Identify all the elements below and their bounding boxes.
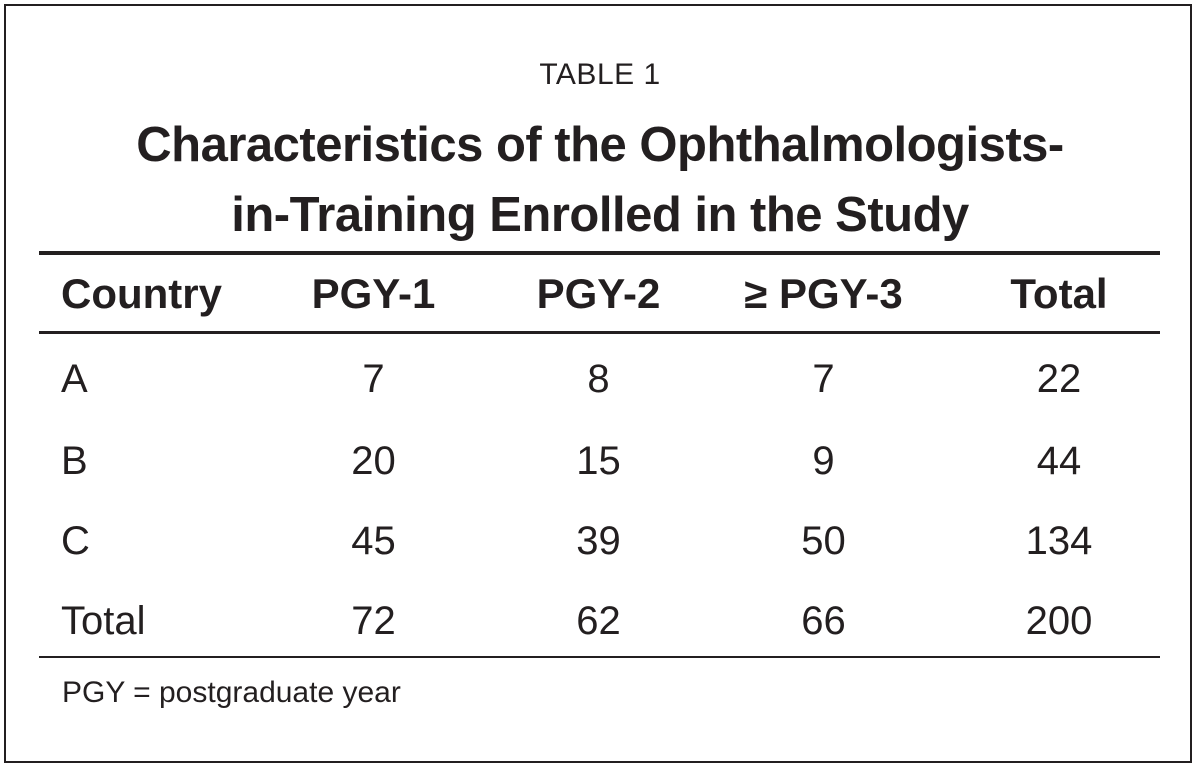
table-row: C 45 39 50 134 [39,501,1182,581]
top-rule [39,251,1160,255]
cell-pgy1: 7 [362,356,385,401]
cell-pgy2: 8 [587,356,610,401]
bottom-rule [39,656,1160,658]
cell-country: C [61,518,90,563]
column-header-country: Country [61,270,222,317]
cell-pgy2: 62 [576,598,621,643]
title-line-1: Characteristics of the Ophthalmologists- [136,118,1064,172]
table-row: A 7 8 7 22 [39,337,1182,421]
cell-pgy2: 15 [576,438,621,483]
column-header-total: Total [1010,270,1108,317]
cell-pgy3-plus: 7 [812,356,835,401]
title-line-2: in-Training Enrolled in the Study [231,188,969,242]
column-header-pgy3-plus: ≥ PGY-3 [744,270,903,317]
header-rule [39,331,1160,334]
cell-pgy3-plus: 9 [812,438,835,483]
cell-pgy1: 20 [351,438,396,483]
column-header-pgy2: PGY-2 [536,270,661,317]
data-table: Country PGY-1 PGY-2 ≥ PGY-3 Total A 7 8 … [39,255,1182,661]
cell-pgy3-plus: 50 [801,518,846,563]
header-row: Country PGY-1 PGY-2 ≥ PGY-3 Total [39,255,1182,333]
cell-pgy1: 45 [351,518,396,563]
column-header-pgy1: PGY-1 [311,270,436,317]
cell-total: 22 [1036,356,1082,401]
table-frame [4,4,1192,763]
table-title: Characteristics of the Ophthalmologists-… [0,110,1200,250]
cell-country: A [61,356,88,401]
cell-pgy1: 72 [351,598,396,643]
table-row-total: Total 72 62 66 200 [39,581,1182,661]
cell-total: 44 [1036,438,1082,483]
cell-total: 134 [1025,518,1093,563]
cell-country: Total [61,598,146,643]
table-footnote: PGY = postgraduate year [62,676,401,709]
cell-pgy3-plus: 66 [801,598,846,643]
cell-pgy2: 39 [576,518,621,563]
table-row: B 20 15 9 44 [39,421,1182,501]
cell-country: B [61,438,88,483]
table-label: TABLE 1 [539,58,661,91]
cell-total: 200 [1025,598,1093,643]
